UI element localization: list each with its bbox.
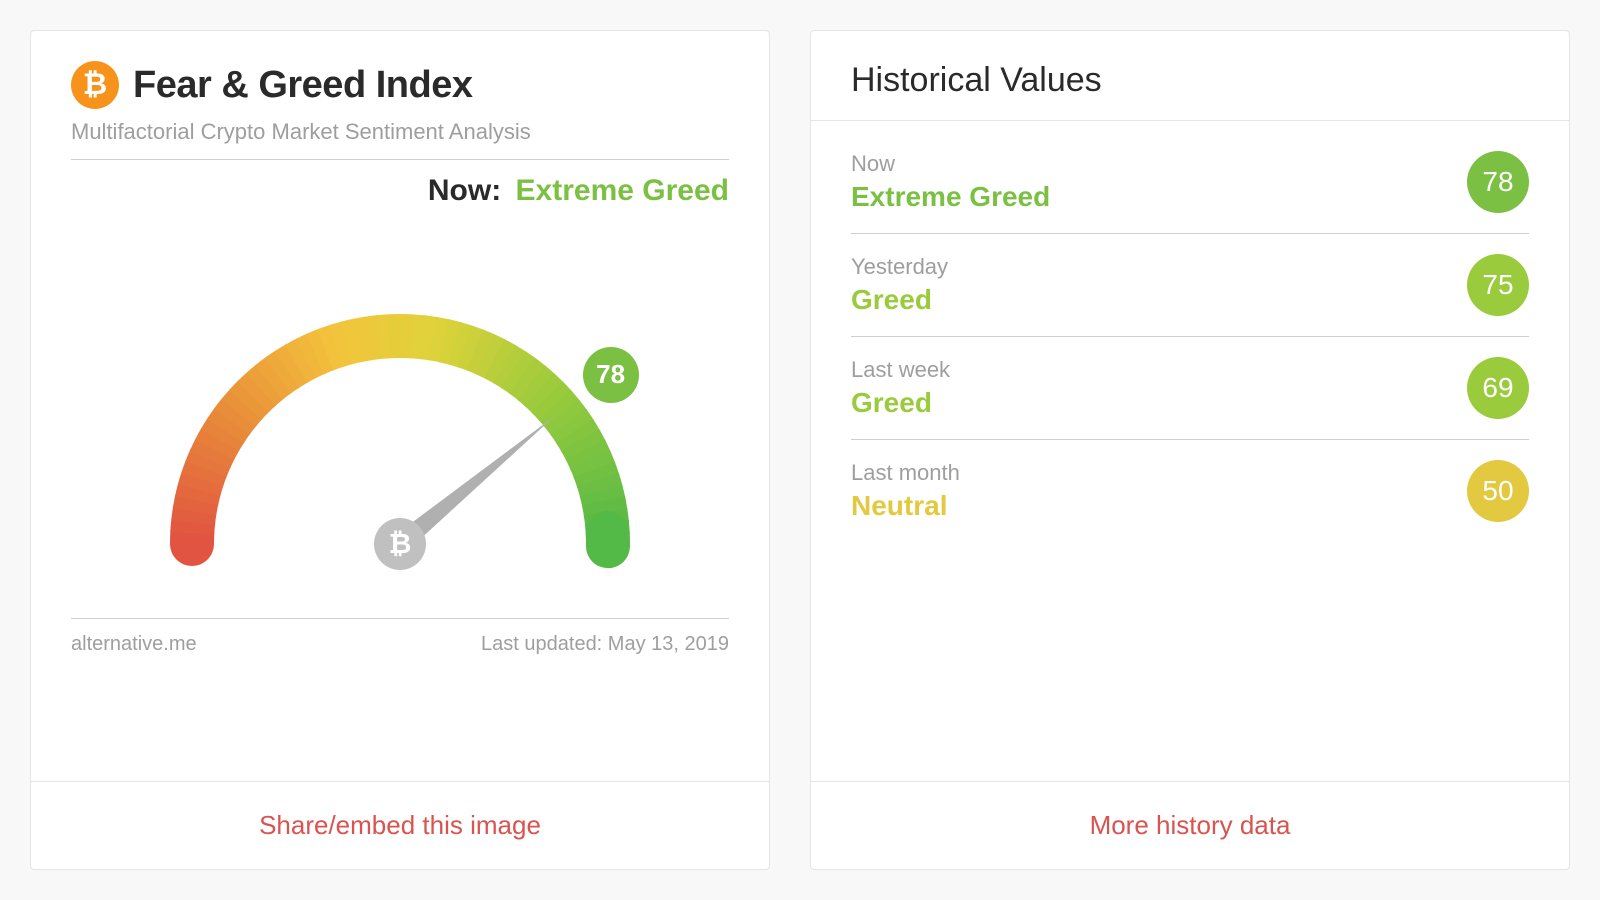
history-value-badge: 50 (1467, 460, 1529, 522)
svg-text:₿: ₿ (389, 528, 412, 559)
card-title: Fear & Greed Index (133, 64, 472, 107)
now-label: Now: (428, 174, 501, 207)
more-history-link[interactable]: More history data (811, 781, 1569, 869)
history-period: Now (851, 151, 1050, 177)
history-sentiment: Neutral (851, 490, 960, 522)
bitcoin-icon: ₿ (71, 61, 119, 109)
history-item: Last week Greed 69 (851, 337, 1529, 440)
gauge-value-badge: 78 (583, 347, 639, 403)
history-value-badge: 75 (1467, 254, 1529, 316)
history-period: Last week (851, 357, 950, 383)
history-item: Yesterday Greed 75 (851, 234, 1529, 337)
share-embed-link[interactable]: Share/embed this image (31, 781, 769, 869)
history-title: Historical Values (811, 31, 1569, 121)
history-sentiment: Greed (851, 284, 948, 316)
divider (71, 618, 729, 619)
gauge-svg: ₿ (120, 224, 680, 584)
fear-greed-card: ₿ Fear & Greed Index Multifactorial Cryp… (30, 30, 770, 870)
updated-label: Last updated: May 13, 2019 (481, 633, 729, 656)
now-row: Now: Extreme Greed (71, 174, 729, 208)
history-period: Yesterday (851, 254, 948, 280)
history-value-badge: 69 (1467, 357, 1529, 419)
history-item: Last month Neutral 50 (851, 440, 1529, 542)
history-value-badge: 78 (1467, 151, 1529, 213)
card-header: ₿ Fear & Greed Index (71, 61, 729, 109)
source-label: alternative.me (71, 633, 197, 656)
card-footer: alternative.me Last updated: May 13, 201… (71, 633, 729, 656)
now-sentiment: Extreme Greed (516, 174, 729, 207)
card-subtitle: Multifactorial Crypto Market Sentiment A… (71, 119, 729, 145)
history-sentiment: Extreme Greed (851, 181, 1050, 213)
history-period: Last month (851, 460, 960, 486)
gauge-chart: ₿ 78 (71, 224, 729, 604)
history-list: Now Extreme Greed 78 Yesterday Greed 75 Last w… (811, 121, 1569, 781)
history-item: Now Extreme Greed 78 (851, 131, 1529, 234)
divider (71, 159, 729, 160)
historical-values-card: Historical Values Now Extreme Greed 78 Yest… (810, 30, 1570, 870)
history-sentiment: Greed (851, 387, 950, 419)
